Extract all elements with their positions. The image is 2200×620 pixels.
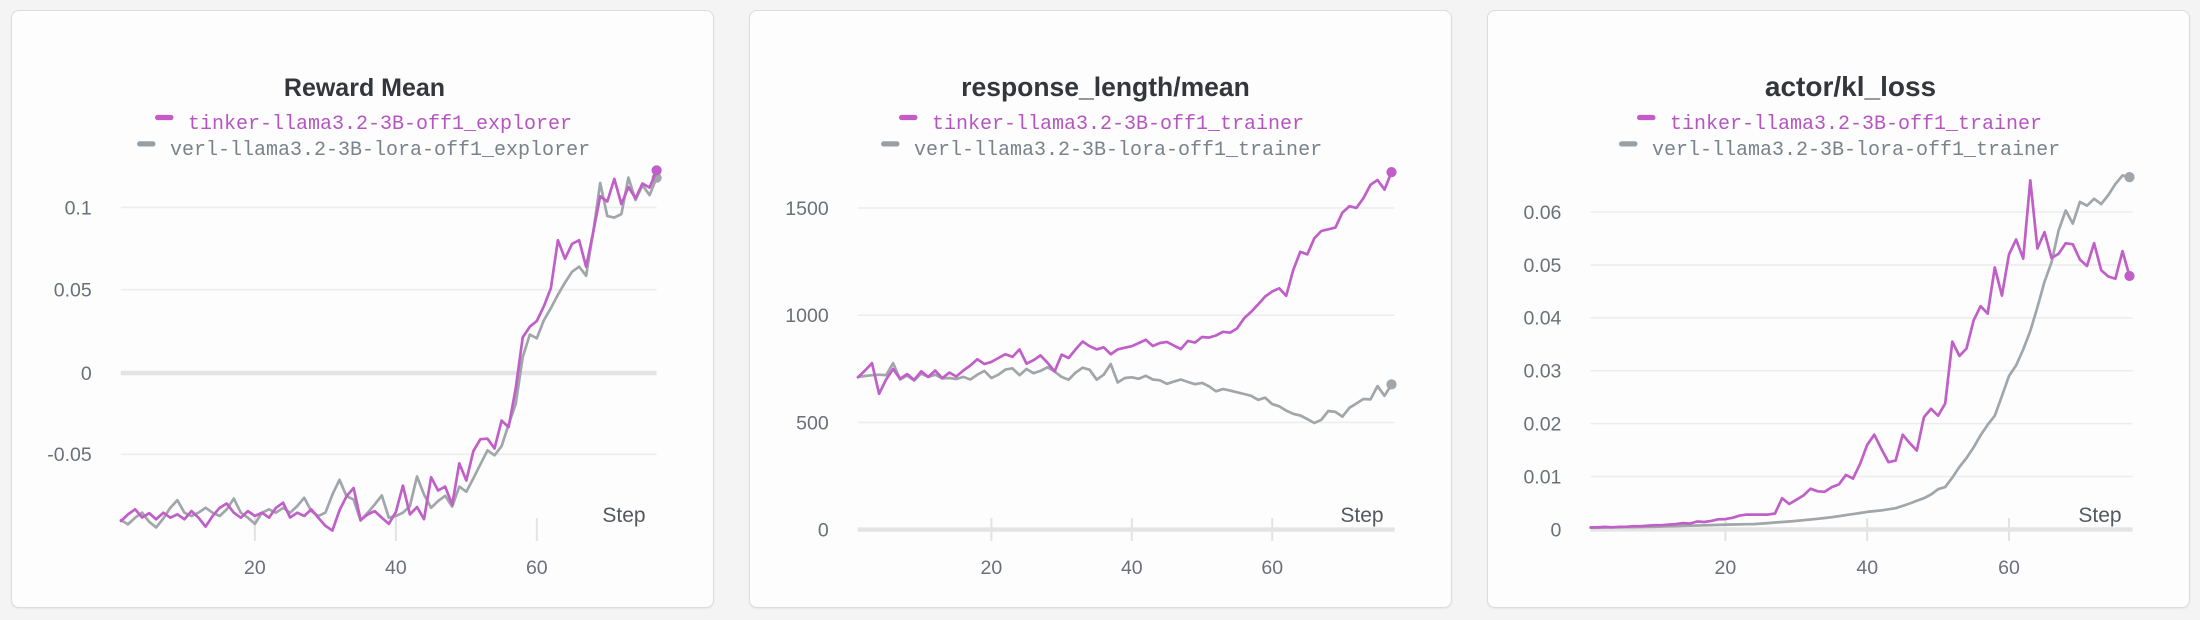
svg-text:20: 20 <box>981 557 1003 579</box>
svg-text:verl-llama3.2-3B-lora-off1_tra: verl-llama3.2-3B-lora-off1_trainer <box>1652 139 2060 162</box>
svg-text:60: 60 <box>526 557 548 579</box>
svg-text:0.04: 0.04 <box>1523 308 1561 330</box>
svg-text:60: 60 <box>1261 557 1283 579</box>
svg-text:40: 40 <box>1856 557 1878 579</box>
svg-text:60: 60 <box>1998 557 2020 579</box>
svg-text:response_length/mean: response_length/mean <box>961 72 1250 102</box>
svg-text:Step: Step <box>1340 504 1383 527</box>
svg-text:verl-llama3.2-3B-lora-off1_tra: verl-llama3.2-3B-lora-off1_trainer <box>914 139 1322 162</box>
svg-text:0.05: 0.05 <box>1523 255 1561 277</box>
svg-text:Step: Step <box>2078 504 2121 527</box>
svg-text:0: 0 <box>1551 519 1562 541</box>
svg-text:40: 40 <box>385 557 407 579</box>
svg-text:0: 0 <box>818 520 829 542</box>
svg-text:500: 500 <box>796 412 829 434</box>
svg-text:actor/kl_loss: actor/kl_loss <box>1765 71 1936 102</box>
svg-text:Step: Step <box>602 504 645 527</box>
svg-text:tinker-llama3.2-3B-off1_traine: tinker-llama3.2-3B-off1_trainer <box>932 113 1304 136</box>
svg-text:20: 20 <box>1715 557 1737 579</box>
svg-text:0.05: 0.05 <box>54 280 92 302</box>
svg-text:1000: 1000 <box>785 305 829 327</box>
svg-text:0.03: 0.03 <box>1523 361 1561 383</box>
svg-text:1500: 1500 <box>785 198 829 220</box>
svg-text:20: 20 <box>244 557 266 579</box>
svg-text:0.02: 0.02 <box>1523 414 1561 436</box>
svg-text:verl-llama3.2-3B-lora-off1_exp: verl-llama3.2-3B-lora-off1_explorer <box>170 139 590 162</box>
svg-text:0.1: 0.1 <box>65 197 92 219</box>
svg-text:0.06: 0.06 <box>1523 202 1561 224</box>
svg-text:Reward Mean: Reward Mean <box>284 74 445 102</box>
svg-text:0: 0 <box>81 363 92 385</box>
svg-text:0.01: 0.01 <box>1523 466 1561 488</box>
svg-text:-0.05: -0.05 <box>47 444 92 466</box>
svg-text:tinker-llama3.2-3B-off1_explor: tinker-llama3.2-3B-off1_explorer <box>188 113 572 136</box>
svg-text:40: 40 <box>1121 557 1143 579</box>
svg-text:tinker-llama3.2-3B-off1_traine: tinker-llama3.2-3B-off1_trainer <box>1670 113 2042 136</box>
